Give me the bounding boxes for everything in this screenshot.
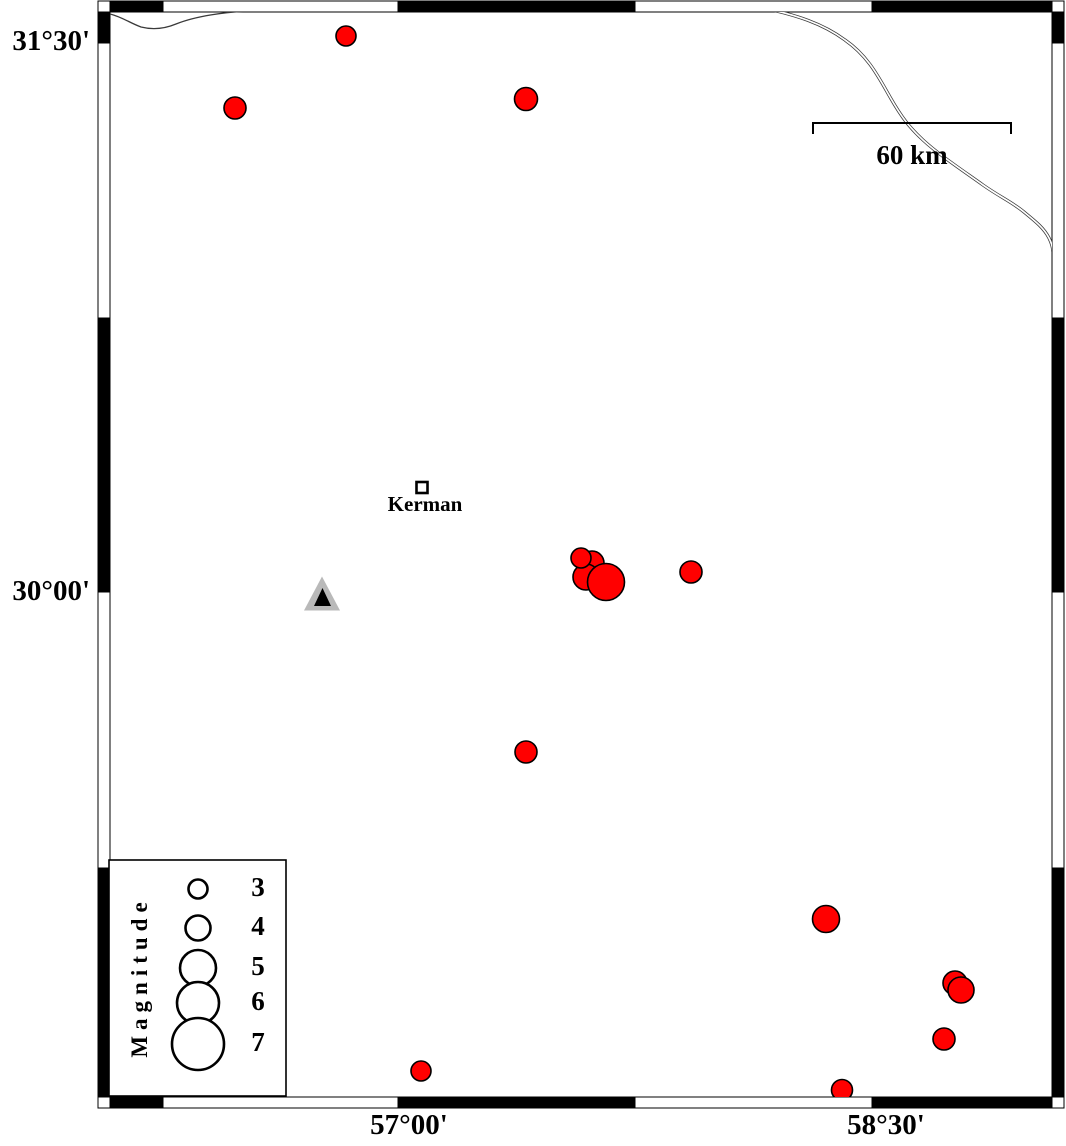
scale-bar xyxy=(812,122,1012,134)
legend-title: Magnitude xyxy=(127,896,152,1058)
city-label-kerman: Kerman xyxy=(387,492,463,516)
line-northwest-corner xyxy=(110,12,244,30)
lon-label-58-30: 58°30' xyxy=(847,1109,925,1141)
legend-value-3: 3 xyxy=(251,872,265,902)
legend-magnitude-circle xyxy=(184,914,212,942)
legend-circle-layer xyxy=(170,878,226,1072)
scale-bar-label: 60 km xyxy=(876,140,948,170)
earthquake-marker xyxy=(586,562,626,602)
earthquake-marker xyxy=(514,740,538,764)
station-triangle xyxy=(304,576,340,611)
earthquake-marker xyxy=(223,96,247,120)
lat-label-30-00: 30°00' xyxy=(12,575,90,607)
earthquake-marker xyxy=(947,976,975,1004)
legend-magnitude-circle xyxy=(178,948,218,988)
earthquake-marker xyxy=(570,547,592,569)
earthquake-marker xyxy=(932,1027,956,1051)
earthquake-marker xyxy=(830,1078,854,1097)
legend-value-4: 4 xyxy=(251,911,265,941)
earthquake-marker xyxy=(679,560,703,584)
lon-label-57-00: 57°00' xyxy=(370,1109,448,1141)
map-frame xyxy=(97,0,1065,1109)
legend-value-5: 5 xyxy=(251,951,265,981)
earthquake-marker xyxy=(335,25,357,47)
earthquake-marker xyxy=(811,904,841,934)
legend-magnitude-circle xyxy=(187,878,209,900)
kerman-city-marker xyxy=(415,480,429,495)
legend-value-7: 7 xyxy=(251,1027,265,1057)
earthquake-layer xyxy=(223,25,975,1097)
lat-label-31-30: 31°30' xyxy=(12,25,90,57)
earthquake-marker xyxy=(513,86,539,112)
earthquake-marker xyxy=(410,1060,432,1082)
road-line-northeast xyxy=(773,12,1052,254)
legend-value-6: 6 xyxy=(251,986,265,1016)
legend-magnitude-circle xyxy=(170,1016,226,1072)
